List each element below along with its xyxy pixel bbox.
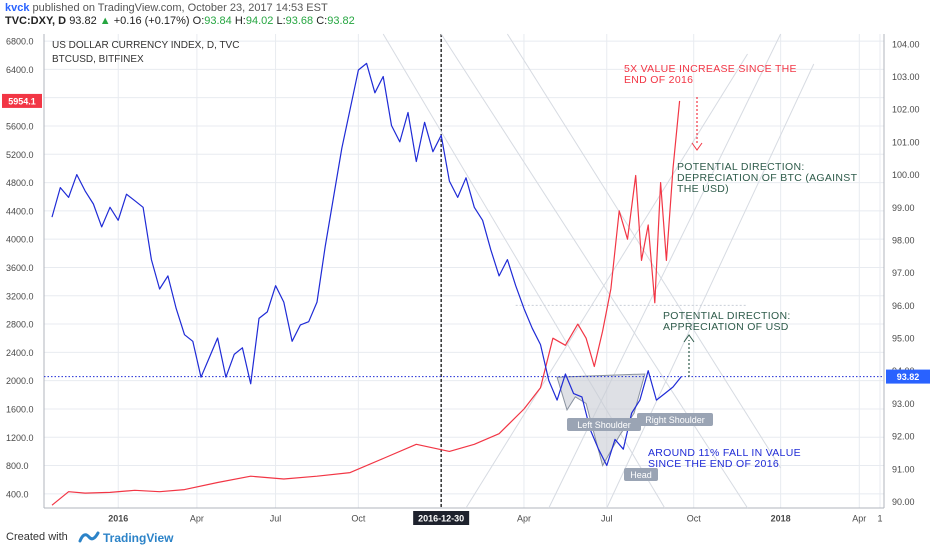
- cursor-date-badge: [413, 511, 470, 525]
- low-value: 93.68: [285, 15, 314, 27]
- series-layer: [51, 62, 682, 506]
- time-tick-label: Apr: [517, 514, 531, 524]
- right-tick-label: 93.00: [892, 399, 915, 409]
- right-tick-label: 91.00: [892, 464, 915, 474]
- price-chart[interactable]: 6800.06400.06000.05600.05200.04800.04400…: [0, 30, 932, 526]
- right-tick-label: 90.00: [892, 497, 915, 507]
- left-shoulder-label: Left Shoulder: [577, 420, 631, 430]
- high-value: 94.02: [245, 15, 274, 27]
- annotation-text: THE USD): [677, 183, 729, 195]
- right-tick-label: 92.00: [892, 432, 915, 442]
- time-axis[interactable]: 2016 Apr Jul Oct 2016-12-30 Apr Jul Oct 2018 Apr 1: [44, 507, 884, 525]
- open-value: 93.84: [204, 15, 232, 27]
- left-tick-label: 5200.0: [6, 150, 34, 160]
- trend-fan-line: [440, 33, 748, 509]
- left-tick-label: 2400.0: [6, 348, 34, 358]
- annotation-text: POTENTIAL DIRECTION:: [677, 161, 805, 173]
- series-line-0: [51, 100, 681, 506]
- open-label: O:: [192, 15, 205, 27]
- series-line-1: [51, 62, 682, 467]
- right-price-axis[interactable]: 104.00 103.00 102.00 101.00 100.00 99.00 98.00…: [883, 34, 930, 508]
- right-tick-label: 102.00: [892, 105, 920, 115]
- time-tick-label: Oct: [687, 514, 702, 524]
- head-label-badge: [624, 468, 658, 481]
- left-tick-label: 6400.0: [6, 65, 34, 75]
- left-last-price-badge: [2, 93, 42, 108]
- left-tick-label: 400.0: [6, 489, 29, 499]
- time-tick-label: Jul: [601, 514, 613, 524]
- annotation-text: POTENTIAL DIRECTION:: [663, 310, 791, 322]
- left-tick-label: 6800.0: [6, 37, 34, 47]
- head-label: Head: [630, 470, 652, 480]
- high-label: H:: [234, 15, 246, 27]
- left-tick-label: 5600.0: [6, 121, 34, 131]
- time-tick-label: 2018: [771, 514, 791, 524]
- time-tick-label: Jul: [270, 514, 282, 524]
- annotation-text: DEPRECIATION OF BTC (AGAINST: [677, 172, 858, 184]
- author-link[interactable]: kvck: [5, 2, 30, 14]
- time-tick-label: 1: [877, 514, 882, 524]
- left-tick-label: 2000.0: [6, 376, 34, 386]
- left-tick-label: 4800.0: [6, 178, 34, 188]
- chart-grid: [44, 34, 884, 508]
- right-tick-label: 100.00: [892, 170, 920, 180]
- created-with-label: Created with: [6, 531, 68, 543]
- price-change: +0.16 (+0.17%): [113, 15, 190, 27]
- left-tick-label: 4000.0: [6, 235, 34, 245]
- left-tick-label: 4400.0: [6, 206, 34, 216]
- time-tick-label: Apr: [852, 514, 866, 524]
- low-label: L:: [276, 15, 286, 27]
- close-label: C:: [316, 15, 328, 27]
- right-tick-label: 95.00: [892, 334, 915, 344]
- left-tick-label: 3200.0: [6, 291, 34, 301]
- left-shoulder-label-badge: [567, 418, 641, 431]
- left-tick-label: 2800.0: [6, 320, 34, 330]
- annotation-text: AROUND 11% FALL IN VALUE: [648, 447, 801, 459]
- usd-arrow-head-icon: [683, 334, 695, 343]
- tradingview-brand-link[interactable]: TradingView: [103, 531, 174, 545]
- right-tick-label: 103.00: [892, 72, 920, 82]
- left-tick-label: 3600.0: [6, 263, 34, 273]
- trend-fan-line: [465, 53, 748, 509]
- last-price: 93.82: [69, 15, 97, 27]
- published-text: published on TradingView.com, October 23…: [32, 2, 328, 14]
- chart-header: kvck published on TradingView.com, Octob…: [0, 0, 932, 30]
- annotation-text: 5X VALUE INCREASE SINCE THE: [624, 63, 797, 75]
- chart-subtitle: BTCUSD, BITFINEX: [52, 54, 144, 65]
- right-tick-label: 96.00: [892, 301, 915, 311]
- chart-title: US DOLLAR CURRENCY INDEX, D, TVC: [52, 40, 239, 51]
- close-value: 93.82: [327, 15, 355, 27]
- up-arrow-icon: ▲: [99, 15, 111, 27]
- annotation-text: APPRECIATION OF USD: [663, 321, 789, 333]
- right-tick-label: 104.00: [892, 39, 920, 49]
- left-tick-label: 800.0: [6, 461, 29, 471]
- right-tick-label: 99.00: [892, 203, 915, 213]
- ohlc-legend: TVC:DXY, D 93.82 ▲ +0.16 (+0.17%) O:93.8…: [5, 15, 355, 27]
- time-tick-label: Apr: [190, 514, 204, 524]
- left-last-price-label: 5954.1: [8, 96, 36, 106]
- trend-fan-line: [506, 33, 782, 469]
- left-price-axis[interactable]: 6800.06400.06000.05600.05200.04800.04400…: [2, 34, 45, 508]
- right-last-price-badge: [886, 369, 930, 384]
- trend-fan-line: [606, 63, 815, 509]
- right-tick-label: 97.00: [892, 268, 915, 278]
- chart-footer: Created with TradingView: [0, 526, 932, 550]
- time-tick-label: 2016: [108, 514, 128, 524]
- btc-arrow-head-icon: [691, 142, 703, 151]
- right-tick-label: 101.00: [892, 137, 920, 147]
- annotation-text: END OF 2016: [624, 74, 693, 86]
- right-shoulder-label-badge: [637, 413, 713, 426]
- publish-info: kvck published on TradingView.com, Octob…: [5, 2, 328, 14]
- tradingview-logo-icon: [78, 531, 100, 543]
- right-tick-label: 98.00: [892, 235, 915, 245]
- right-last-price-label: 93.82: [897, 372, 920, 382]
- symbol-label[interactable]: TVC:DXY, D: [5, 15, 67, 27]
- right-shoulder-label: Right Shoulder: [645, 415, 705, 425]
- time-tick-label: Oct: [351, 514, 366, 524]
- left-tick-label: 1600.0: [6, 404, 34, 414]
- cursor-date-label: 2016-12-30: [418, 514, 464, 524]
- left-tick-label: 1200.0: [6, 433, 34, 443]
- annotation-text: SINCE THE END OF 2016: [648, 458, 779, 470]
